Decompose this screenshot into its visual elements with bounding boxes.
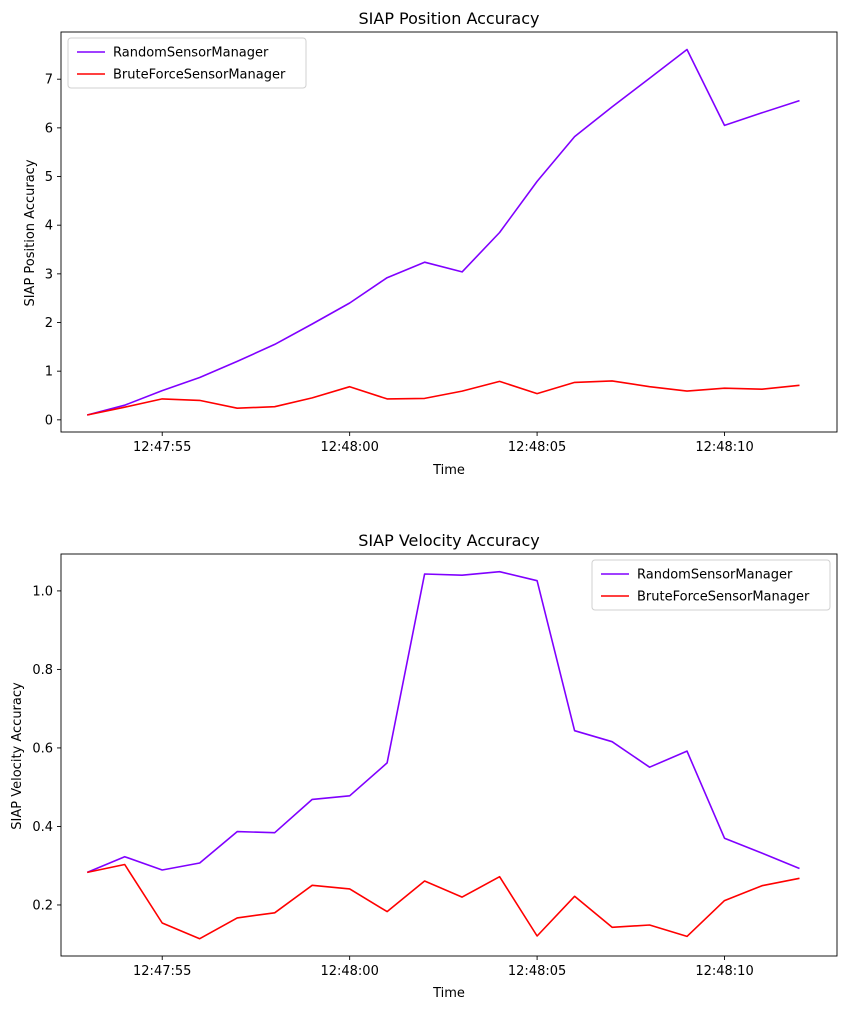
legend-label-0: RandomSensorManager — [113, 46, 269, 61]
legend: RandomSensorManager BruteForceSensorManag… — [591, 559, 831, 611]
x-axis-label: Time — [432, 463, 465, 478]
axes-frame — [60, 31, 838, 433]
y-tick-label: 4 — [45, 219, 53, 234]
x-tick-label: 12:48:05 — [508, 440, 566, 455]
y-axis-label: SIAP Position Accuracy — [23, 159, 38, 306]
series-line-1 — [87, 863, 800, 940]
x-tick-label: 12:48:00 — [320, 440, 378, 455]
axes-frame — [60, 553, 838, 957]
x-tick-label: 12:47:55 — [133, 440, 191, 455]
x-tick-label: 12:48:05 — [508, 964, 566, 979]
series-line-0 — [86, 570, 800, 874]
y-tick-label: 3 — [45, 267, 53, 282]
y-tick-label: 5 — [45, 170, 53, 185]
plot-area: 12:47:55 12:48:00 12:48:05 12:48:10 0.2 0.4 0.… — [32, 553, 838, 979]
legend: RandomSensorManager BruteForceSensorManag… — [67, 37, 307, 89]
y-tick-label: 1 — [45, 365, 53, 380]
x-tick-label: 12:48:00 — [320, 964, 378, 979]
y-tick-label: 0 — [45, 413, 53, 428]
y-tick-label: 0.6 — [32, 741, 53, 756]
x-axis-label: Time — [432, 986, 465, 1001]
legend-label-1: BruteForceSensorManager — [637, 590, 810, 605]
legend-label-1: BruteForceSensorManager — [113, 68, 286, 83]
chart-position-accuracy: SIAP Position Accuracy 12:47:55 12:48:00 1… — [23, 9, 838, 478]
y-tick-label: 6 — [45, 121, 53, 136]
chart-velocity-accuracy: SIAP Velocity Accuracy 12:47:55 12:48:00 1… — [10, 531, 838, 1001]
y-tick-label: 1.0 — [32, 584, 53, 599]
y-axis-label: SIAP Velocity Accuracy — [10, 682, 25, 830]
y-tick-label: 0.4 — [32, 820, 53, 835]
legend-box — [591, 559, 831, 611]
chart-title: SIAP Position Accuracy — [359, 9, 540, 28]
y-tick-label: 7 — [45, 73, 53, 88]
legend-label-0: RandomSensorManager — [637, 568, 793, 583]
series-line-0 — [86, 48, 800, 416]
x-tick-label: 12:47:55 — [133, 964, 191, 979]
y-tick-label: 0.8 — [32, 663, 53, 678]
x-tick-label: 12:48:10 — [695, 964, 753, 979]
series-line-1 — [87, 380, 800, 416]
y-tick-label: 0.2 — [32, 898, 53, 913]
plot-area: 12:47:55 12:48:00 12:48:05 12:48:10 0 1 2 3 4 5 6 7… — [45, 31, 838, 455]
y-tick-label: 2 — [45, 316, 53, 331]
x-tick-label: 12:48:10 — [695, 440, 753, 455]
legend-box — [67, 37, 307, 89]
chart-title: SIAP Velocity Accuracy — [358, 531, 539, 550]
